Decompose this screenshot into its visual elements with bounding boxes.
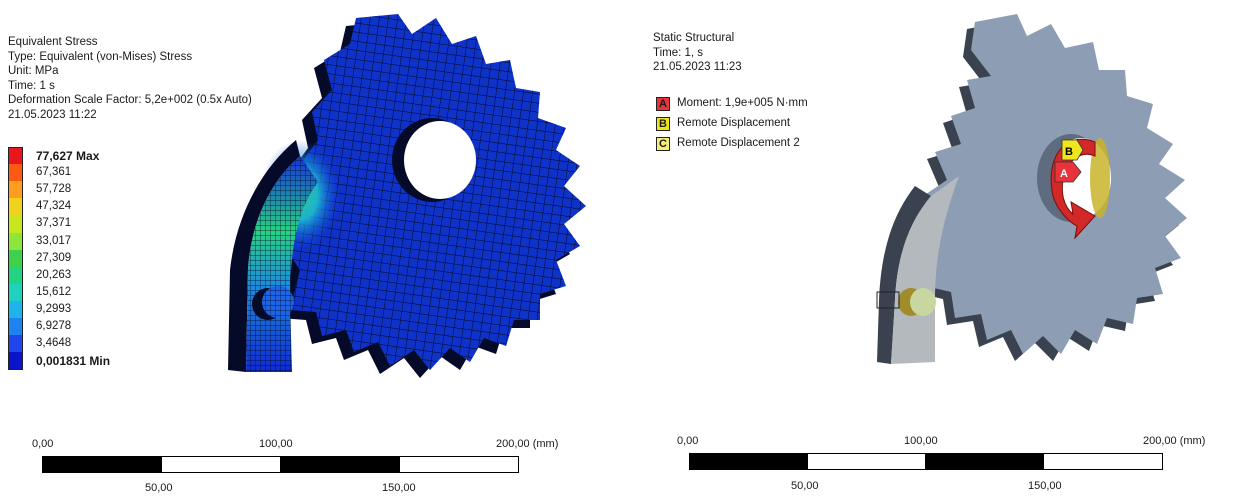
scale-label-200: 200,00 (mm) bbox=[1143, 435, 1206, 447]
legend-row: 0,001831 Min bbox=[8, 352, 148, 370]
legend-swatch bbox=[8, 335, 23, 353]
scale-segment-black bbox=[925, 453, 1044, 470]
arm-side-face bbox=[877, 186, 931, 364]
scale-label-100: 100,00 bbox=[259, 438, 293, 450]
hole-highlight bbox=[1090, 138, 1110, 218]
legend-label: 20,263 bbox=[36, 269, 72, 281]
analysis-time: Time: 1, s bbox=[653, 46, 704, 59]
legend-label: 3,4648 bbox=[36, 337, 72, 349]
pin-mesh bbox=[262, 286, 294, 318]
legend-row: 37,371 bbox=[8, 215, 148, 233]
legend-row: 6,9278 bbox=[8, 318, 148, 336]
scale-label-0: 0,00 bbox=[677, 435, 699, 447]
marker-a-text: A bbox=[1060, 168, 1068, 180]
stress-result-viewport[interactable]: Equivalent Stress Type: Equivalent (von-… bbox=[0, 0, 625, 497]
analysis-title: Static Structural bbox=[653, 32, 735, 44]
boundary-model-view: B A bbox=[876, 14, 1187, 364]
bc-label-remote-displacement: Remote Displacement bbox=[677, 117, 791, 129]
scale-label-200: 200,00 (mm) bbox=[496, 438, 559, 450]
legend-label: 15,612 bbox=[36, 286, 72, 298]
scale-segment-black bbox=[280, 456, 400, 473]
bc-letter-b: B bbox=[656, 117, 670, 131]
result-time: Time: 1 s bbox=[8, 79, 55, 92]
legend-label: 37,371 bbox=[36, 217, 72, 229]
scale-segment-white bbox=[161, 456, 281, 473]
scale-label-100: 100,00 bbox=[904, 435, 938, 447]
marker-a bbox=[1054, 161, 1082, 183]
result-date: 21.05.2023 11:22 bbox=[8, 108, 97, 121]
marker-c bbox=[876, 291, 900, 309]
result-type: Type: Equivalent (von-Mises) Stress bbox=[8, 50, 193, 63]
pin-face bbox=[910, 288, 936, 316]
legend-label: 6,9278 bbox=[36, 320, 72, 332]
arm-face bbox=[891, 176, 959, 364]
legend-label: 9,2993 bbox=[36, 303, 72, 315]
arm-side-face bbox=[228, 140, 300, 372]
analysis-date: 21.05.2023 11:23 bbox=[653, 61, 742, 74]
bc-letter-c: C bbox=[656, 137, 670, 151]
legend-swatch bbox=[8, 318, 23, 336]
scale-segment-white bbox=[1043, 453, 1163, 470]
legend-min-label: 0,001831 Min bbox=[36, 354, 111, 368]
legend-swatch bbox=[8, 181, 23, 199]
scale-label-150: 150,00 bbox=[1028, 480, 1062, 492]
legend-row: 33,017 bbox=[8, 233, 148, 251]
result-unit: Unit: MPa bbox=[8, 65, 59, 78]
analysis-info-header: Static Structural Time: 1, s 21.05.2023 … bbox=[653, 31, 742, 75]
legend-swatch bbox=[8, 198, 23, 216]
result-title: Equivalent Stress bbox=[8, 36, 98, 48]
center-hole bbox=[404, 121, 476, 199]
scale-bar: 0,00 100,00 200,00 (mm) 50,00 150,00 bbox=[0, 438, 625, 498]
scale-bar: 0,00 100,00 200,00 (mm) 50,00 150,00 bbox=[625, 435, 1250, 497]
bc-letter-a: A bbox=[656, 97, 670, 111]
scale-segment-white bbox=[399, 456, 519, 473]
legend-label: 67,361 bbox=[36, 166, 72, 178]
legend-label: 27,309 bbox=[36, 252, 72, 264]
scale-segment-white bbox=[807, 453, 926, 470]
legend-label: 47,324 bbox=[36, 200, 72, 212]
result-info-header: Equivalent Stress Type: Equivalent (von-… bbox=[8, 35, 252, 123]
legend-row: 47,324 bbox=[8, 198, 148, 216]
legend-swatch bbox=[8, 215, 23, 233]
marker-b-text: B bbox=[1065, 146, 1073, 158]
scale-label-50: 50,00 bbox=[145, 482, 173, 494]
bc-label-remote-displacement-2: Remote Displacement 2 bbox=[677, 137, 800, 149]
scale-segment-black bbox=[42, 456, 162, 473]
scale-segment-black bbox=[689, 453, 808, 470]
legend-row: 27,309 bbox=[8, 250, 148, 268]
legend-swatch bbox=[8, 352, 23, 370]
legend-row: 20,263 bbox=[8, 267, 148, 285]
marker-b bbox=[1061, 139, 1084, 161]
legend-row: 57,728 bbox=[8, 181, 148, 199]
static-structural-viewport[interactable]: Static Structural Time: 1, s 21.05.2023 … bbox=[625, 0, 1250, 497]
legend-max-label: 77,627 Max bbox=[36, 149, 100, 163]
legend-swatch bbox=[8, 233, 23, 251]
bc-label-moment: Moment: 1,9e+005 N·mm bbox=[677, 97, 808, 109]
legend-swatch bbox=[8, 301, 23, 319]
stress-model-view bbox=[228, 14, 586, 378]
legend-swatch bbox=[8, 147, 23, 165]
scale-label-150: 150,00 bbox=[382, 482, 416, 494]
legend-row: 77,627 Max bbox=[8, 147, 148, 165]
legend-swatch bbox=[8, 267, 23, 285]
legend-swatch bbox=[8, 164, 23, 182]
legend-swatch bbox=[8, 284, 23, 302]
legend-swatch bbox=[8, 250, 23, 268]
legend-row: 3,4648 bbox=[8, 335, 148, 353]
legend-row: 9,2993 bbox=[8, 301, 148, 319]
scale-label-50: 50,00 bbox=[791, 480, 819, 492]
legend-row: 15,612 bbox=[8, 284, 148, 302]
legend-label: 57,728 bbox=[36, 183, 72, 195]
scale-label-0: 0,00 bbox=[32, 438, 54, 450]
legend-row: 67,361 bbox=[8, 164, 148, 182]
result-scale-factor: Deformation Scale Factor: 5,2e+002 (0.5x… bbox=[8, 94, 252, 107]
legend-label: 33,017 bbox=[36, 235, 72, 247]
